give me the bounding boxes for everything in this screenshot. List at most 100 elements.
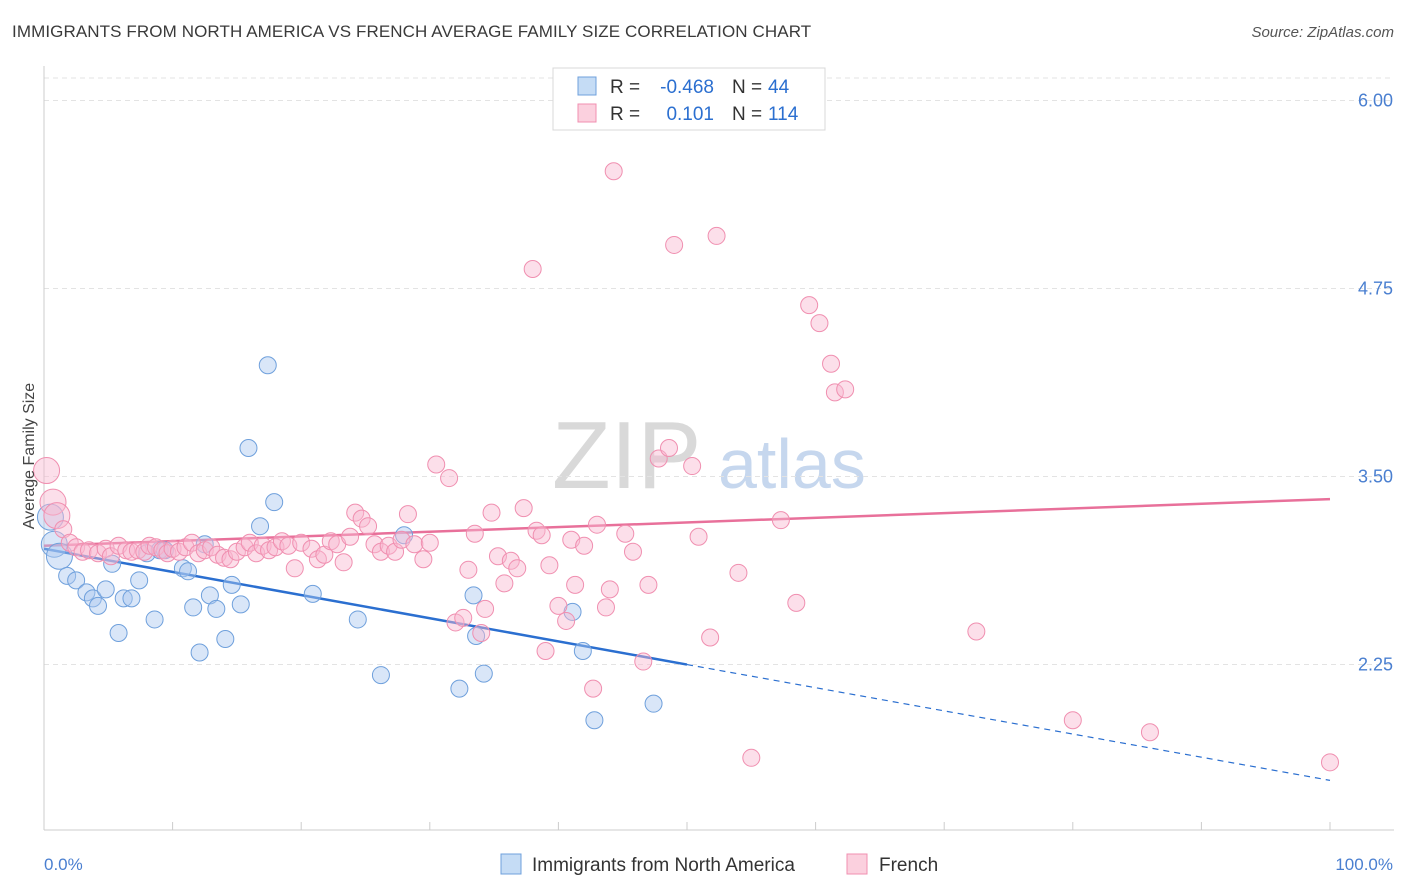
- bottom-legend-label-pink: French: [879, 855, 938, 876]
- stats-legend: R = -0.468 N = 44 R = 0.101 N = 114: [552, 67, 826, 131]
- x-tick-label-max: 100.0%: [1335, 855, 1393, 874]
- gridlines: [44, 77, 1394, 666]
- point-immigrants-north-america: [103, 554, 122, 573]
- point-immigrants-north-america: [474, 664, 493, 683]
- point-french: [532, 526, 551, 545]
- point-french: [221, 550, 240, 569]
- source-label: Source: ZipAtlas.com: [1251, 24, 1394, 41]
- point-french: [60, 533, 79, 552]
- point-french: [825, 383, 844, 402]
- legend-n-value-2: 114: [768, 104, 799, 125]
- point-french: [540, 556, 559, 575]
- point-french: [514, 499, 533, 518]
- point-french: [135, 542, 154, 561]
- point-immigrants-north-america: [179, 562, 198, 581]
- point-french: [810, 314, 829, 333]
- point-french: [365, 535, 384, 554]
- point-french: [1321, 753, 1339, 772]
- chart-title: IMMIGRANTS FROM NORTH AMERICA VS FRENCH …: [12, 22, 812, 41]
- point-french: [482, 503, 501, 522]
- axes: [43, 66, 1394, 831]
- point-french: [742, 748, 761, 767]
- point-immigrants-north-america: [573, 642, 592, 661]
- point-immigrants-north-america: [96, 580, 115, 599]
- point-french: [1140, 723, 1159, 742]
- bottom-legend-swatch-blue: [500, 853, 522, 875]
- point-french: [128, 541, 147, 560]
- point-french: [427, 455, 446, 474]
- point-immigrants-north-america: [467, 626, 486, 645]
- point-immigrants-north-america: [348, 610, 367, 629]
- point-french: [729, 563, 748, 582]
- point-immigrants-north-america: [239, 438, 258, 457]
- point-immigrants-north-america: [303, 584, 322, 603]
- point-immigrants-north-america: [231, 595, 250, 614]
- point-immigrants-north-america: [585, 711, 604, 730]
- point-french: [800, 296, 819, 315]
- legend-n-value-1: 44: [768, 77, 790, 98]
- point-french: [822, 354, 841, 373]
- point-french: [285, 559, 304, 578]
- point-french: [398, 505, 417, 524]
- point-french: [596, 598, 615, 617]
- point-immigrants-north-america: [464, 586, 483, 605]
- bottom-legend: Immigrants from North America French: [500, 853, 938, 876]
- y-tick-label: 2.25: [1358, 655, 1393, 675]
- point-french: [508, 559, 527, 578]
- point-french: [584, 679, 603, 698]
- point-immigrants-north-america: [644, 694, 663, 713]
- point-french: [689, 527, 708, 546]
- point-french: [771, 511, 790, 530]
- point-french: [122, 542, 141, 561]
- point-immigrants-north-america: [265, 493, 284, 512]
- point-french: [170, 542, 189, 561]
- point-french: [659, 438, 678, 457]
- legend-r-label-1: R =: [610, 77, 640, 98]
- point-french: [1063, 711, 1082, 730]
- point-french: [341, 527, 360, 546]
- point-french: [566, 575, 585, 594]
- point-french: [639, 575, 658, 594]
- point-french: [549, 596, 568, 615]
- point-french: [634, 652, 653, 671]
- y-tick-labels: 2.25 3.50 4.75 6.00: [1358, 91, 1393, 675]
- legend-r-value-1: -0.468: [660, 77, 714, 98]
- trend-lines: [43, 497, 1331, 781]
- trend-line-immigrants-extension: [686, 663, 1331, 781]
- point-french: [575, 536, 594, 555]
- point-french: [420, 533, 439, 552]
- point-french: [523, 260, 542, 279]
- data-points: [33, 162, 1339, 772]
- point-french: [587, 515, 606, 534]
- point-immigrants-north-america: [67, 571, 86, 590]
- trend-line-immigrants: [43, 547, 688, 666]
- point-french: [967, 622, 986, 641]
- point-immigrants-north-america: [251, 517, 270, 536]
- point-immigrants-north-america: [109, 623, 128, 642]
- point-french: [73, 542, 92, 561]
- y-axis-label: Average Family Size: [21, 383, 38, 530]
- point-french: [472, 623, 491, 642]
- point-immigrants-north-america: [89, 596, 108, 615]
- point-french: [405, 535, 424, 554]
- bottom-legend-swatch-pink: [846, 853, 868, 875]
- y-tick-label: 6.00: [1358, 91, 1393, 111]
- point-french: [272, 532, 291, 551]
- point-immigrants-north-america: [222, 575, 241, 594]
- point-immigrants-north-america: [216, 629, 235, 648]
- point-french: [501, 551, 520, 570]
- legend-r-value-2: 0.101: [666, 104, 714, 125]
- point-french: [701, 628, 720, 647]
- point-french: [454, 608, 473, 627]
- point-french: [683, 457, 702, 476]
- point-french: [465, 524, 484, 543]
- point-french: [665, 235, 684, 254]
- point-french: [334, 553, 353, 572]
- point-french: [787, 593, 806, 612]
- point-immigrants-north-america: [190, 643, 209, 662]
- legend-r-label-2: R =: [610, 104, 640, 125]
- point-immigrants-north-america: [258, 356, 277, 375]
- point-immigrants-north-america: [58, 566, 77, 585]
- point-immigrants-north-america: [122, 589, 141, 608]
